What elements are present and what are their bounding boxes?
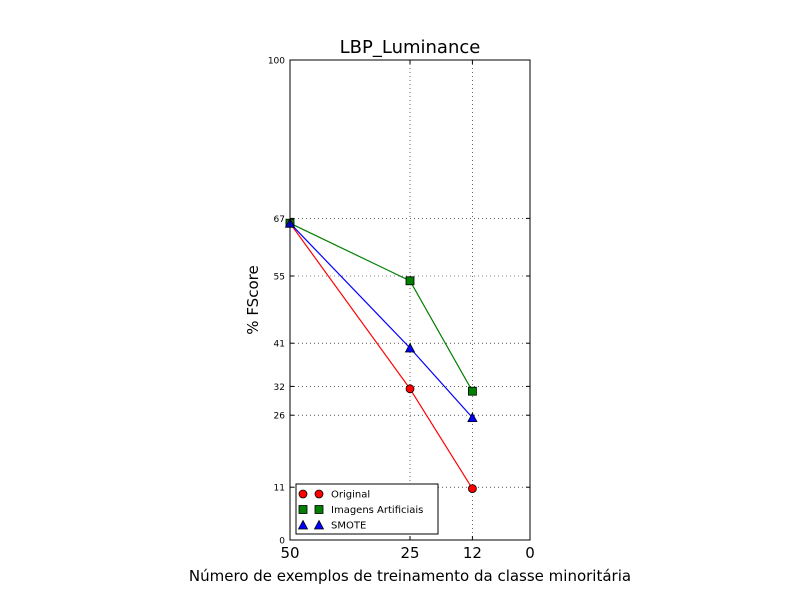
y-tick-label: 100 (268, 57, 285, 67)
legend-label-smote: SMOTE (331, 521, 366, 532)
plot-frame (289, 59, 531, 541)
x-tick-label: 50 (280, 544, 299, 562)
y-axis-label: % FScore (244, 265, 262, 334)
data-point-imagens-artificiais (405, 276, 415, 286)
chart-title: LBP_Luminance (340, 37, 481, 58)
legend-marker-original (314, 489, 324, 499)
y-tick-label: 67 (274, 215, 285, 225)
y-tick-label: 0 (279, 537, 285, 547)
legend-marker-smote (297, 519, 309, 530)
y-tick-label: 55 (274, 273, 285, 283)
y-tick-label: 26 (274, 412, 286, 422)
legend-label-imagens-artificiais: Imagens Artificiais (331, 505, 423, 516)
x-axis-label: Número de exemplos de treinamento da cla… (189, 567, 631, 585)
data-point-smote (467, 412, 478, 423)
x-tick-label: 25 (400, 544, 419, 562)
y-tick-label: 32 (274, 383, 285, 393)
x-tick-label: 12 (463, 544, 482, 562)
data-point-imagens-artificiais (467, 386, 477, 396)
legend-marker-imagens-artificiais (314, 505, 324, 514)
x-tick-label: 0 (525, 544, 535, 562)
y-tick-label: 41 (274, 340, 285, 350)
legend-marker-smote (313, 519, 325, 530)
ticks: 0 11 26 32 41 55 67 100 50 25 12 0 (268, 57, 535, 563)
legend-marker-imagens-artificiais (298, 505, 308, 514)
data-point-original (405, 384, 415, 394)
data-point-smote (404, 342, 416, 353)
data-point-original (467, 484, 477, 494)
legend: Original Imagens Artificiais SMOTE (295, 483, 439, 535)
legend-label-original: Original (331, 490, 370, 501)
legend-marker-original (298, 489, 308, 499)
y-tick-label: 11 (274, 484, 285, 494)
